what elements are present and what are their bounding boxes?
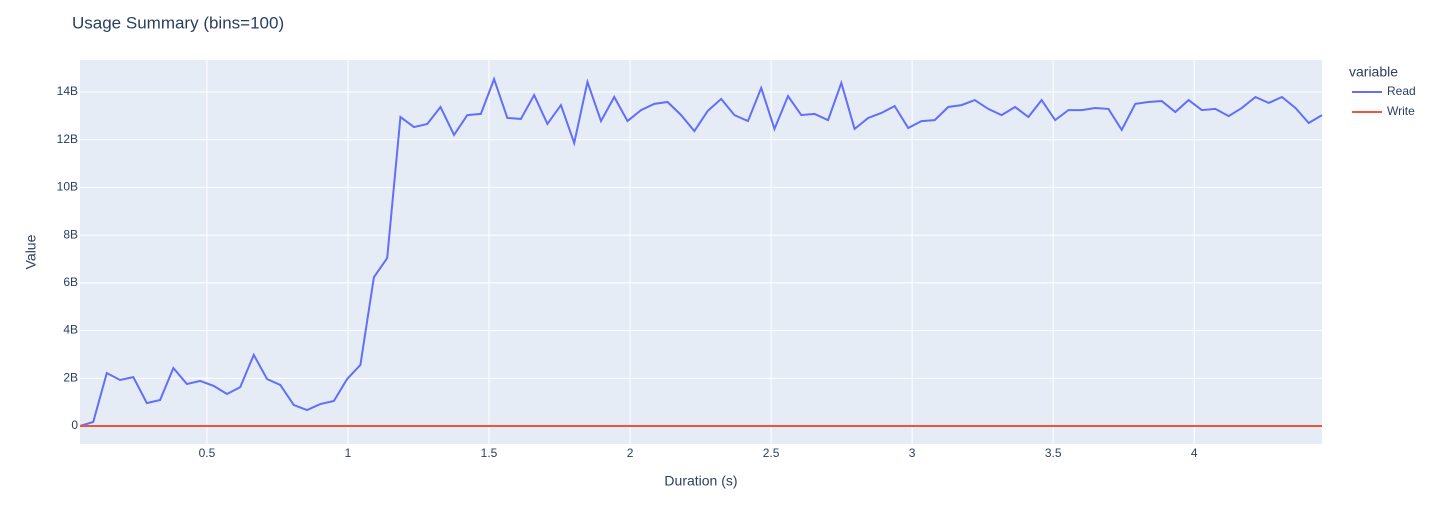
y-tick-label: 8B [63, 227, 78, 241]
x-tick-label: 2.5 [763, 446, 780, 460]
legend-label: Write [1387, 104, 1415, 118]
x-tick-label: 3.5 [1045, 446, 1062, 460]
x-axis-title: Duration (s) [664, 473, 737, 489]
y-tick-label: 10B [57, 180, 78, 194]
line-0 [79, 76, 1323, 427]
y-tick-label: 2B [63, 370, 78, 384]
x-tick-label: 2 [627, 446, 634, 460]
y-axis-title: Value [23, 234, 39, 269]
y-tick-label: 4B [63, 323, 78, 337]
x-tick-label: 0.5 [199, 446, 216, 460]
y-tick-label: 0 [71, 418, 78, 432]
y-tick-label: 6B [63, 275, 78, 289]
y-tick-label: 14B [57, 84, 78, 98]
legend-label: Read [1387, 84, 1416, 98]
marks [79, 76, 1323, 428]
grid [80, 60, 1322, 444]
y-tick-label: 12B [57, 132, 78, 146]
legend-title: variable [1349, 64, 1398, 80]
x-tick-label: 1 [345, 446, 352, 460]
x-tick-label: 1.5 [481, 446, 498, 460]
plot-background [80, 60, 1322, 444]
x-tick-label: 3 [909, 446, 916, 460]
chart-title: Usage Summary (bins=100) [72, 13, 284, 32]
x-tick-label: 4 [1191, 446, 1198, 460]
